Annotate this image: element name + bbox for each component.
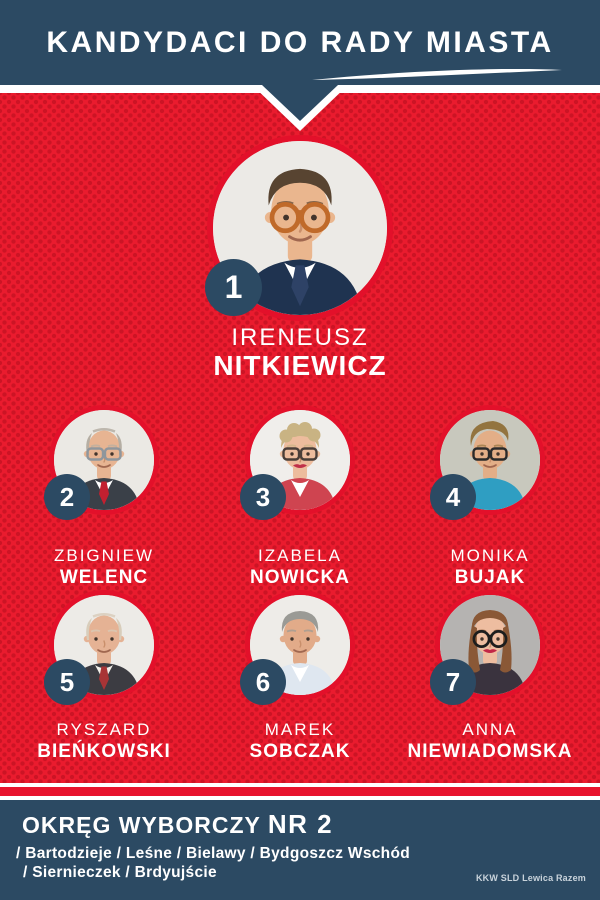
candidate-photo [435,405,545,515]
footer-divider-stripe [0,783,600,800]
poster-title: KANDYDACI DO RADY MIASTA [46,26,554,59]
district-areas-line2: / Siernieczek / Brdyujście [23,864,217,881]
candidate-photo [435,590,545,700]
candidate-first-name: RYSZARD [56,720,152,739]
candidate-last-name: BIEŃKOWSKI [37,741,171,762]
candidate-number: 3 [255,481,271,512]
candidate-last-name: NITKIEWICZ [213,350,387,381]
candidate-number-badge: 3 [240,474,286,520]
candidate-number: 1 [224,269,243,305]
candidate-name: MAREK SOBCZAK [200,719,400,763]
committee-label: KKW SLD Lewica Razem [475,873,586,883]
candidate-first-name: IZABELA [258,546,342,565]
candidate-number-badge: 7 [430,659,476,705]
candidate-name: RYSZARD BIEŃKOWSKI [4,719,204,763]
candidate-first-name: MAREK [264,720,336,739]
title-underline-swoosh-icon [312,69,562,80]
candidate-photo [245,405,355,515]
district-title: OKRĘG WYBORCZY NR 2 [22,809,333,840]
candidate-number: 5 [59,666,75,697]
candidate-last-name: WELENC [59,567,149,588]
footer-red-line [0,787,600,796]
district-areas: / Bartodzieje / Leśne / Bielawy / Bydgos… [16,844,410,882]
district-label: OKRĘG WYBORCZY [22,812,261,838]
candidate-number-badge: 2 [44,474,90,520]
candidate-number: 6 [255,666,271,697]
candidate-photo [245,590,355,700]
candidate-portrait [250,410,350,510]
candidate-name: ZBIGNIEW WELENC [4,545,204,589]
district-number: NR 2 [267,809,334,839]
candidate-last-name: NOWICKA [250,567,350,588]
candidate-number: 7 [445,666,461,697]
candidate-first-name: MONIKA [450,546,530,565]
candidate-number-badge: 6 [240,659,286,705]
candidate-number: 2 [59,481,75,512]
candidate-name: MONIKA BUJAK [390,545,590,589]
candidate-first-name: ANNA [462,720,518,739]
candidate-last-name: BUJAK [454,567,526,588]
candidate-last-name: SOBCZAK [249,741,351,762]
candidate-portrait [440,595,540,695]
candidate-last-name: NIEWIADOMSKA [407,741,573,762]
candidate-number: 4 [445,481,461,512]
candidate-number-badge: 5 [44,659,90,705]
candidate-first-name: IRENEUSZ [231,324,369,351]
district-areas-line1: / Bartodzieje / Leśne / Bielawy / Bydgos… [16,845,410,862]
candidate-number-badge: 4 [430,474,476,520]
footer-banner: OKRĘG WYBORCZY NR 2 / Bartodzieje / Leśn… [0,800,600,900]
candidate-name: IZABELA NOWICKA [200,545,400,589]
candidate-number-badge: 1 [205,259,262,316]
header-banner: KANDYDACI DO RADY MIASTA [0,0,600,85]
candidate-name: ANNA NIEWIADOMSKA [390,719,590,763]
header-notch [262,85,338,121]
candidate-first-name: ZBIGNIEW [53,546,155,565]
candidate-name: IRENEUSZ NITKIEWICZ [100,324,500,381]
